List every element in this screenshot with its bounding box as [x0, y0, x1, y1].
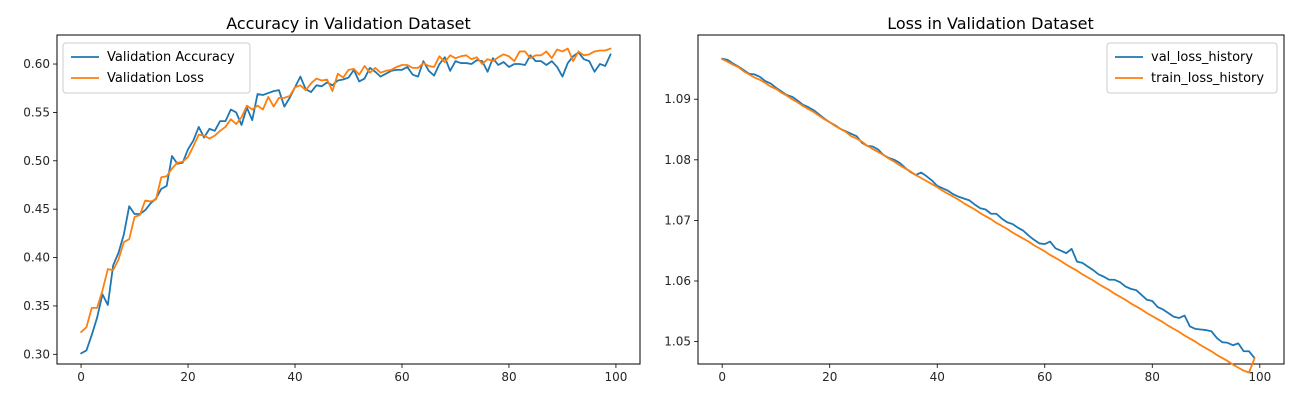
accuracy-xtick-label: 100 — [604, 370, 627, 384]
series-line-validation-loss — [80, 47, 612, 333]
accuracy-axes-ticks: 0 20 40 60 80 100 0.30 0.35 0.40 0.45 0.50 0.55 0.60 — [23, 57, 627, 384]
accuracy-chart: Accuracy in Validation Dataset 0 20 40 60 80… — [23, 14, 641, 384]
accuracy-ytick-label: 0.45 — [23, 202, 50, 216]
accuracy-xtick-label: 80 — [501, 370, 516, 384]
accuracy-ytick-label: 0.60 — [23, 57, 50, 71]
accuracy-xtick-label: 40 — [287, 370, 302, 384]
loss-series-layer — [721, 57, 1256, 374]
accuracy-series-layer — [80, 47, 612, 355]
loss-xtick-label: 60 — [1037, 370, 1052, 384]
loss-xtick-label: 20 — [822, 370, 837, 384]
loss-ytick-label: 1.07 — [664, 213, 691, 227]
loss-ytick-label: 1.06 — [664, 274, 691, 288]
loss-xtick-label: 100 — [1248, 370, 1271, 384]
accuracy-xtick-label: 60 — [394, 370, 409, 384]
loss-ytick-label: 1.08 — [664, 153, 691, 167]
loss-xtick-label: 0 — [718, 370, 726, 384]
loss-xtick-label: 80 — [1145, 370, 1160, 384]
accuracy-chart-title: Accuracy in Validation Dataset — [226, 14, 471, 33]
accuracy-legend: Validation Accuracy Validation Loss — [62, 42, 251, 94]
legend-label-train-loss-history: train_loss_history — [1151, 71, 1264, 86]
loss-xtick-label: 40 — [930, 370, 945, 384]
loss-axes-ticks: 0 20 40 60 80 100 1.05 1.06 1.07 1.08 1.09 — [664, 92, 1271, 384]
loss-legend: val_loss_history train_loss_history — [1106, 42, 1278, 94]
accuracy-ytick-label: 0.55 — [23, 105, 50, 119]
legend-label-validation-loss: Validation Loss — [107, 71, 204, 86]
accuracy-plot-area-frame — [56, 34, 641, 365]
series-line-train-loss-history — [721, 58, 1256, 374]
loss-chart: Loss in Validation Dataset 0 20 40 60 80 100 1… — [664, 14, 1285, 384]
loss-chart-title: Loss in Validation Dataset — [887, 14, 1094, 33]
legend-label-validation-accuracy: Validation Accuracy — [107, 50, 235, 65]
series-line-val-loss-history — [721, 57, 1256, 359]
accuracy-xtick-label: 20 — [180, 370, 195, 384]
accuracy-xtick-label: 0 — [77, 370, 85, 384]
accuracy-ytick-label: 0.35 — [23, 299, 50, 313]
loss-ytick-label: 1.05 — [664, 335, 691, 349]
accuracy-ytick-label: 0.40 — [23, 251, 50, 265]
accuracy-legend-box — [62, 42, 251, 94]
loss-ytick-label: 1.09 — [664, 92, 691, 106]
accuracy-ytick-label: 0.30 — [23, 347, 50, 361]
legend-label-val-loss-history: val_loss_history — [1151, 50, 1253, 65]
loss-plot-area-frame — [697, 34, 1285, 365]
accuracy-ytick-label: 0.50 — [23, 154, 50, 168]
loss-legend-box — [1106, 42, 1278, 94]
